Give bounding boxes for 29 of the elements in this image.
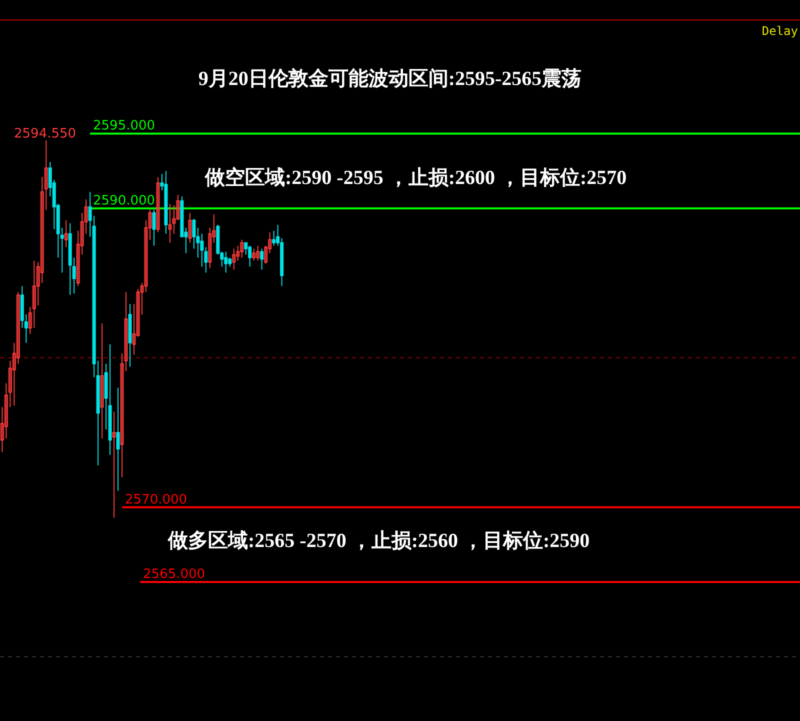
candlestick bbox=[248, 245, 252, 268]
ref-line-label: 2565.000 bbox=[143, 566, 206, 582]
candlestick bbox=[32, 260, 36, 328]
candlestick bbox=[64, 220, 68, 248]
text: Delay bbox=[762, 24, 798, 38]
candlestick bbox=[168, 203, 172, 244]
ref-line-label: 2590.000 bbox=[93, 193, 156, 208]
text: 9月20日伦敦金可能波动区间:2595-2565震荡 bbox=[198, 67, 582, 90]
candlestick bbox=[240, 239, 244, 258]
candlestick bbox=[156, 176, 160, 233]
candlestick bbox=[256, 245, 260, 262]
candlestick bbox=[232, 248, 236, 270]
annotation: 做空区域:2590 -2595 ，止损:2600 ，目标位:2570 bbox=[204, 166, 627, 189]
candlestick bbox=[112, 411, 116, 518]
candlestick bbox=[208, 227, 212, 269]
candlestick bbox=[272, 230, 276, 246]
candlestick bbox=[252, 248, 256, 262]
ref-line-label: 2570.000 bbox=[125, 492, 188, 508]
ref-line-label: 2595.000 bbox=[93, 118, 156, 134]
candlestick bbox=[152, 209, 156, 246]
annotation: 做多区域:2565 -2570 ，止损:2560 ，目标位:2590 bbox=[167, 530, 590, 552]
candlestick bbox=[116, 387, 120, 492]
candlestick bbox=[260, 248, 264, 270]
candlestick bbox=[244, 242, 248, 256]
candlestick bbox=[100, 322, 104, 440]
candlestick bbox=[192, 218, 196, 250]
candlestick bbox=[188, 212, 192, 244]
candlestick bbox=[224, 251, 228, 274]
annotation: 2594.550 bbox=[14, 126, 76, 142]
